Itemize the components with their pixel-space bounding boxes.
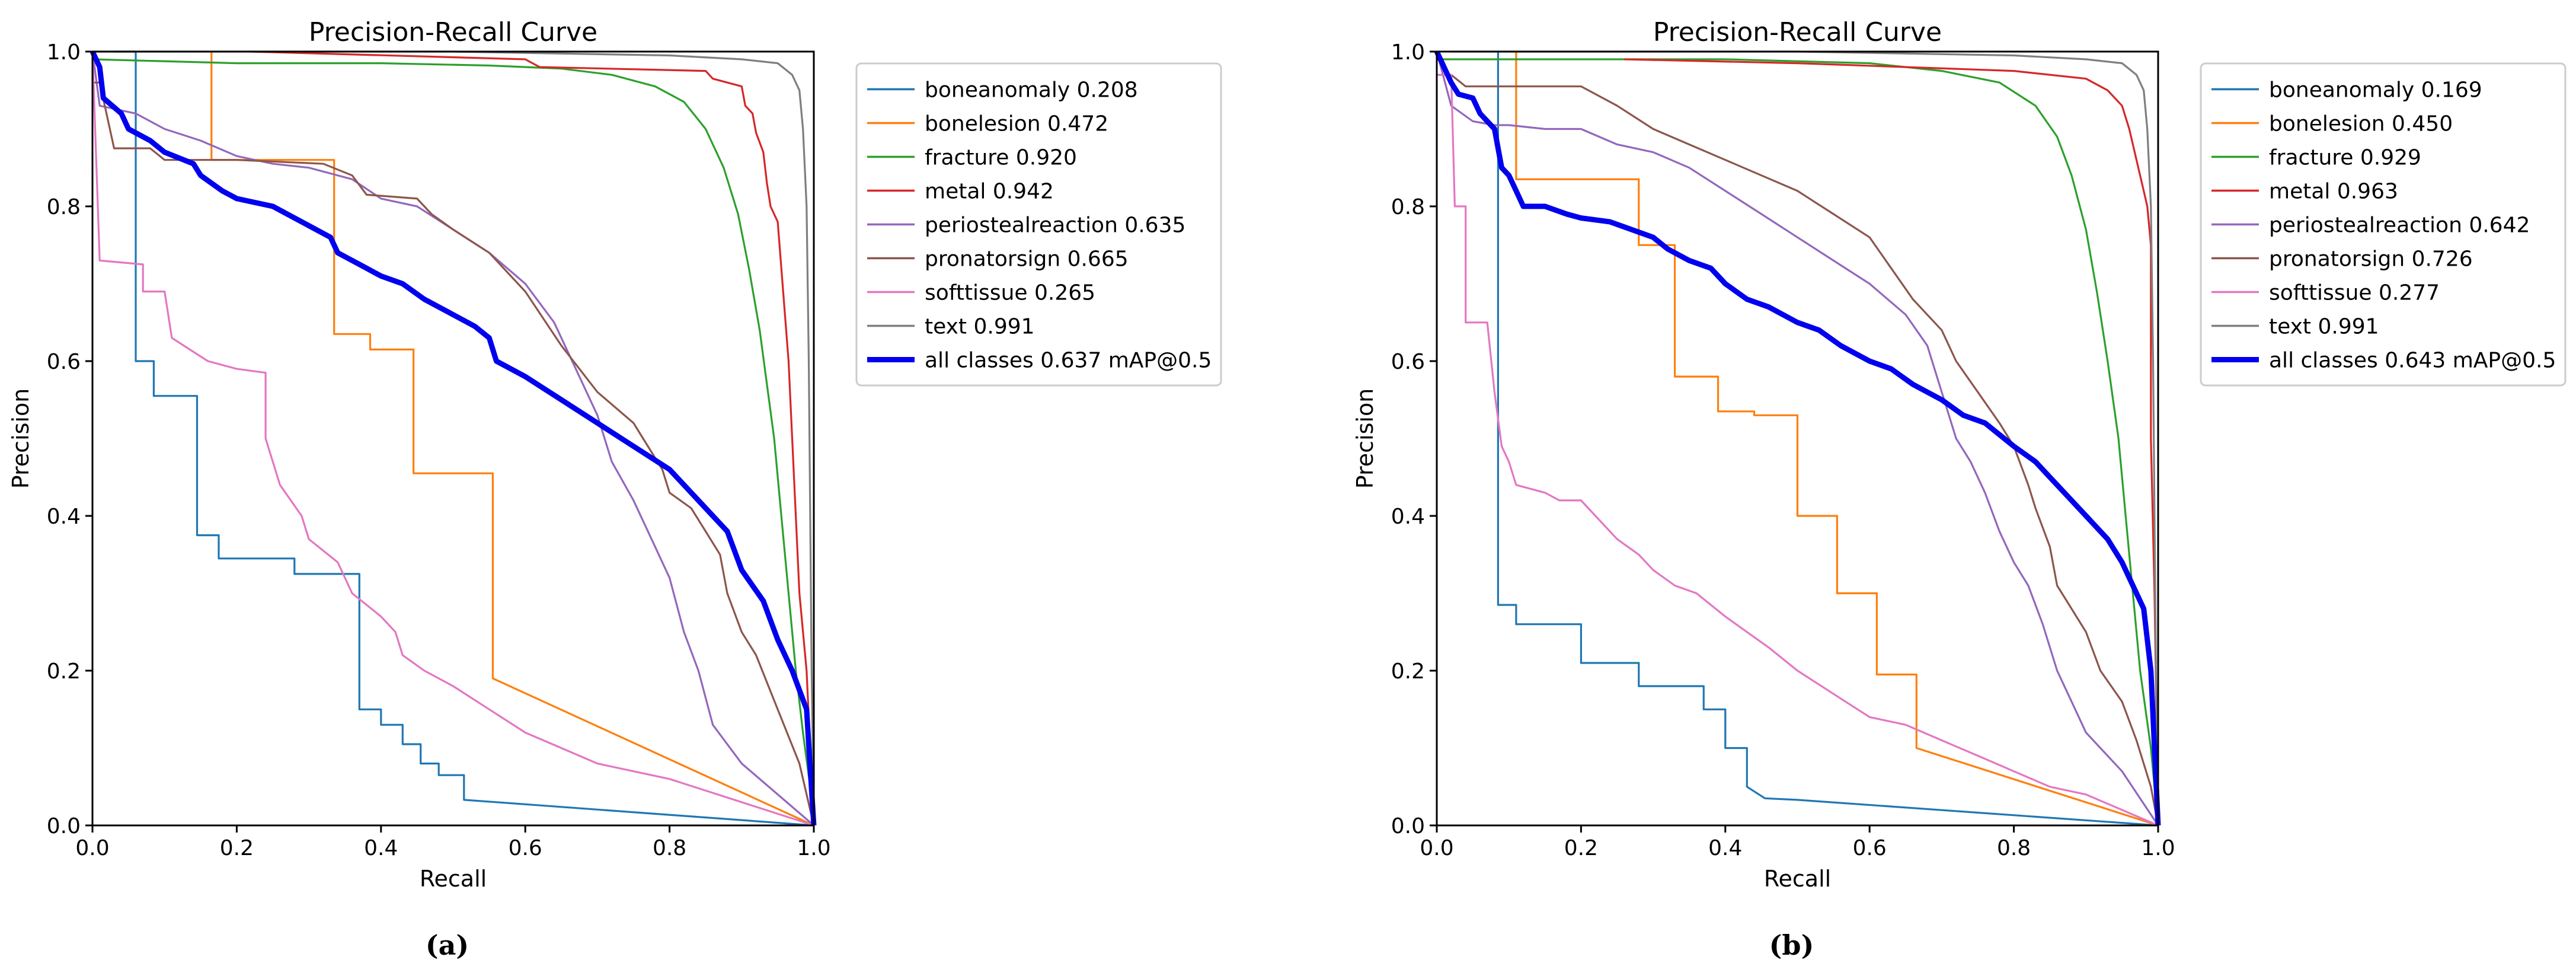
panel-label-b: (b)	[1769, 929, 1814, 961]
figure-canvas: 0.0 0.2 0.4 0.6 0.8 1.0 0.0 0.2 0.4 0.6 0.8 1.0 Pre…	[0, 0, 2576, 979]
x-axis-label-a: Recall	[420, 866, 487, 892]
x-tick-label: 0.0	[75, 836, 109, 860]
x-tick-label: 0.2	[1564, 836, 1598, 860]
legend-label-periostealreaction: periostealreaction 0.635	[925, 213, 1185, 238]
legend-b: boneanomaly 0.169 bonelesion 0.450 fractur…	[2201, 63, 2565, 385]
y-tick-label: 0.2	[1391, 659, 1425, 684]
legend-label-all-classes: all classes 0.643 mAP@0.5	[2269, 349, 2556, 373]
x-tick-label: 0.4	[1708, 836, 1742, 860]
x-tick-label: 0.0	[1420, 836, 1453, 860]
legend-label-softtissue: softtissue 0.265	[925, 281, 1095, 305]
legend-label-pronatorsign: pronatorsign 0.726	[2269, 247, 2473, 272]
legend-label-periostealreaction: periostealreaction 0.642	[2269, 213, 2530, 238]
x-tick-label: 0.8	[653, 836, 686, 860]
legend-label-text: text 0.991	[2269, 315, 2379, 339]
x-tick-label: 0.6	[509, 836, 542, 860]
y-tick-label: 0.4	[47, 505, 81, 529]
y-tick-label: 0.0	[47, 814, 81, 838]
legend-label-fracture: fracture 0.920	[925, 146, 1077, 170]
legend-label-pronatorsign: pronatorsign 0.665	[925, 247, 1129, 272]
x-axis-label-b: Recall	[1764, 866, 1831, 892]
legend-label-metal: metal 0.942	[925, 180, 1054, 204]
y-tick-label: 0.6	[47, 350, 81, 374]
legend-label-bonelesion: bonelesion 0.472	[925, 112, 1108, 136]
y-tick-label: 0.0	[1391, 814, 1425, 838]
legend-label-bonelesion: bonelesion 0.450	[2269, 112, 2453, 136]
legend-label-boneanomaly: boneanomaly 0.169	[2269, 78, 2482, 103]
chart-title-b: Precision-Recall Curve	[1653, 17, 1942, 47]
x-tick-label: 0.6	[1853, 836, 1887, 860]
legend-label-fracture: fracture 0.929	[2269, 146, 2421, 170]
panel-label-a: (a)	[426, 929, 469, 961]
y-tick-label: 1.0	[47, 40, 81, 65]
x-tick-label: 1.0	[797, 836, 830, 860]
legend-a: boneanomaly 0.208 bonelesion 0.472 fractur…	[856, 63, 1221, 385]
x-tick-label: 0.4	[364, 836, 398, 860]
y-tick-label: 0.8	[1391, 195, 1425, 219]
y-tick-label: 0.2	[47, 659, 81, 684]
y-axis-label-b: Precision	[1352, 388, 1378, 489]
y-tick-label: 0.4	[1391, 505, 1425, 529]
x-tick-label: 1.0	[2141, 836, 2175, 860]
legend-label-text: text 0.991	[925, 315, 1035, 339]
legend-label-softtissue: softtissue 0.277	[2269, 281, 2440, 305]
legend-label-boneanomaly: boneanomaly 0.208	[925, 78, 1138, 103]
legend-label-metal: metal 0.963	[2269, 180, 2398, 204]
y-tick-label: 0.8	[47, 195, 81, 219]
chart-title-a: Precision-Recall Curve	[309, 17, 597, 47]
x-tick-label: 0.8	[1997, 836, 2031, 860]
y-axis-label-a: Precision	[8, 388, 34, 489]
y-tick-label: 1.0	[1391, 40, 1425, 65]
y-tick-label: 0.6	[1391, 350, 1425, 374]
x-tick-label: 0.2	[220, 836, 254, 860]
legend-label-all-classes: all classes 0.637 mAP@0.5	[925, 349, 1212, 373]
